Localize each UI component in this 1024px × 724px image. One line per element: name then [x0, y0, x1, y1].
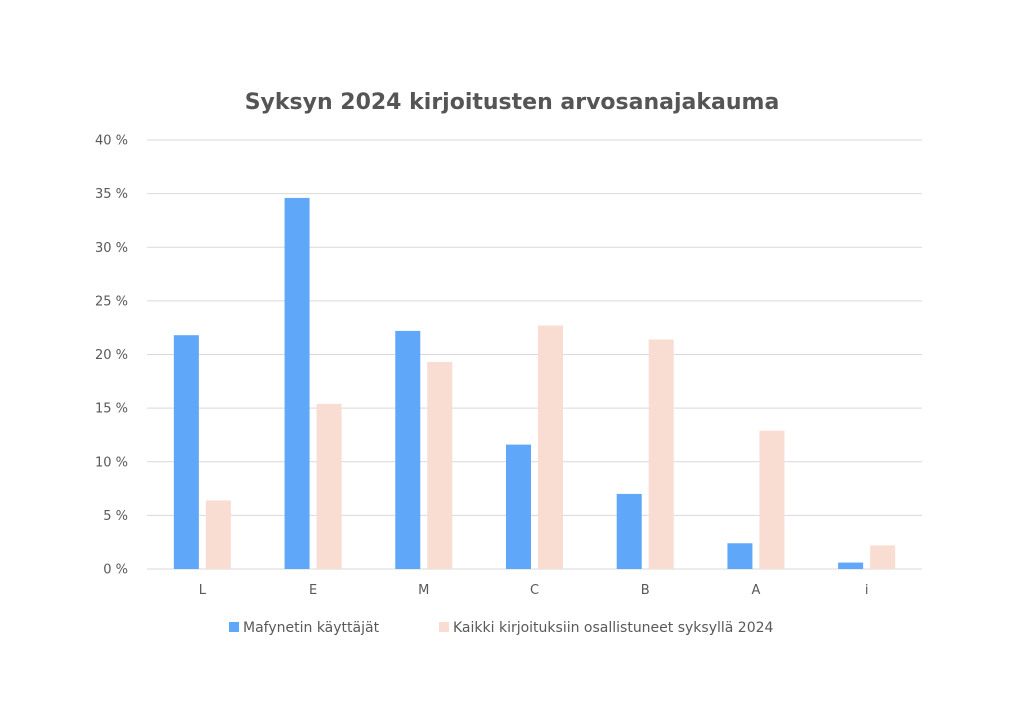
y-tick-label: 25 %	[95, 294, 128, 309]
bar-mafynet-i	[838, 562, 864, 569]
y-tick-label: 10 %	[95, 455, 128, 470]
bar-mafynet-A	[727, 543, 753, 569]
bar-all-A	[759, 430, 785, 569]
bar-all-L	[205, 500, 231, 569]
y-tick-label: 20 %	[95, 348, 128, 363]
legend-label: Mafynetin käyttäjät	[243, 620, 380, 636]
x-tick-label: E	[309, 583, 317, 598]
x-tick-label: L	[199, 583, 207, 598]
x-tick-label: M	[418, 583, 429, 598]
y-tick-label: 15 %	[95, 402, 128, 417]
y-tick-label: 30 %	[95, 241, 128, 256]
bar-all-B	[648, 339, 674, 569]
gridlines	[147, 139, 922, 570]
x-tick-label: i	[865, 583, 869, 598]
y-tick-label: 0 %	[103, 563, 128, 578]
bar-all-i	[870, 545, 896, 569]
legend-swatch	[439, 622, 449, 632]
bar-mafynet-C	[506, 444, 531, 569]
x-tick-label: B	[641, 583, 650, 598]
legend: Mafynetin käyttäjät Kaikki kirjoituksiin …	[229, 620, 774, 636]
legend-label: Kaikki kirjoituksiin osallistuneet syksy…	[453, 620, 774, 636]
bar-mafynet-E	[284, 197, 310, 570]
y-tick-label: 35 %	[95, 187, 128, 202]
y-tick-label: 5 %	[103, 509, 128, 524]
bar-mafynet-M	[395, 330, 421, 569]
x-tick-label: A	[751, 583, 760, 598]
bar-all-C	[538, 325, 563, 569]
chart-title: Syksyn 2024 kirjoitusten arvosanajakauma	[245, 90, 780, 115]
bar-mafynet-B	[616, 493, 642, 569]
bars	[173, 197, 896, 570]
bar-mafynet-L	[173, 335, 199, 569]
y-tick-label: 40 %	[95, 134, 128, 149]
y-axis-ticks: 0 % 5 % 10 % 15 % 20 % 25 % 30 % 35 % 40 %	[95, 134, 128, 578]
legend-swatch	[229, 622, 239, 632]
bar-all-M	[427, 362, 453, 569]
x-tick-label: C	[530, 583, 539, 598]
bar-all-E	[316, 403, 342, 569]
